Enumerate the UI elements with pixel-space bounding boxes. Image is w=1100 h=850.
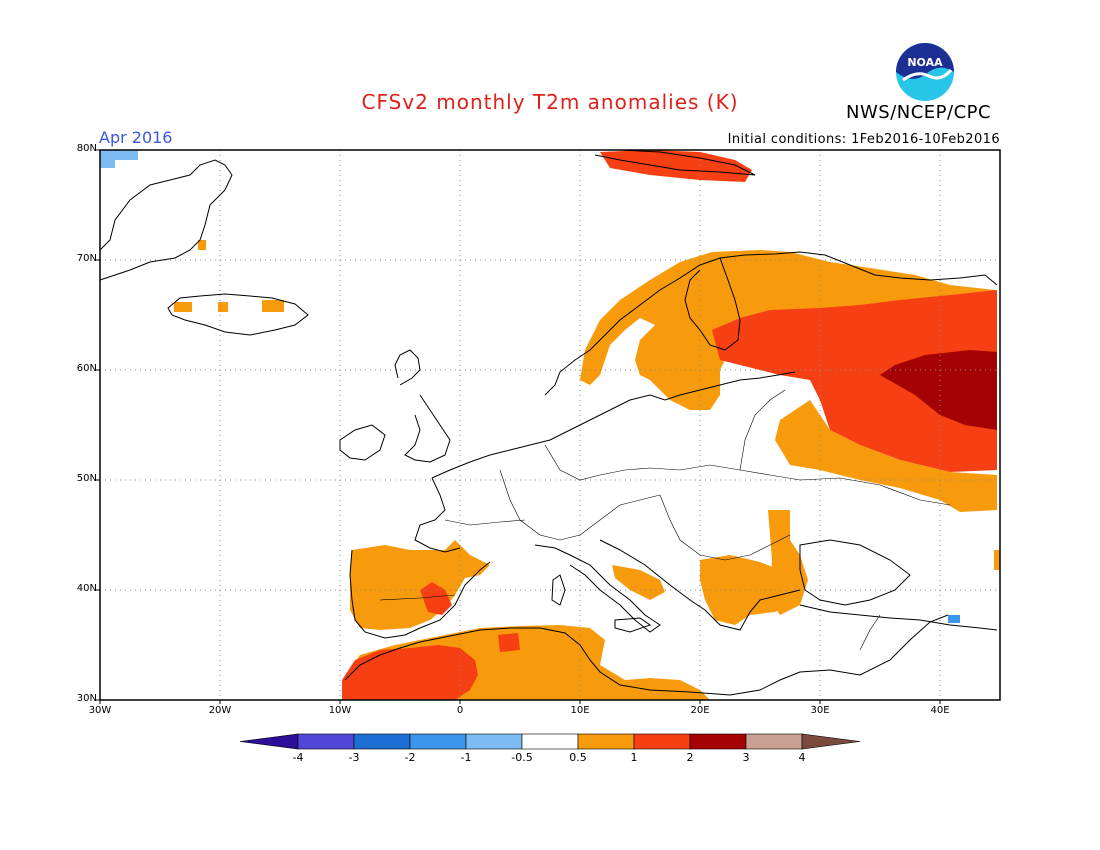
anomaly-levant: [948, 615, 960, 623]
coastline-black-sea: [799, 539, 911, 606]
border-line: [544, 444, 801, 481]
colorbar-label: -3: [348, 751, 360, 764]
coastlines: [99, 149, 998, 696]
coastline-italy: [534, 544, 661, 633]
longitude-label: 30W: [88, 705, 112, 716]
colorbar-swatch: [465, 733, 523, 750]
longitude-label: 0: [456, 705, 464, 716]
border-line: [799, 477, 951, 506]
initial-conditions-label: Initial conditions: 1Feb2016-10Feb2016: [727, 132, 1000, 147]
coastline-baltic: [609, 371, 796, 411]
colorbar-swatch: [633, 733, 691, 750]
axis-ticks: [96, 149, 941, 704]
coastline-sicily: [614, 617, 652, 633]
colorbar-label: 3: [742, 751, 750, 764]
border-line: [379, 594, 456, 601]
colorbar-label: -2: [404, 751, 416, 764]
anomaly-iberia: [350, 540, 490, 630]
colorbar-swatch: [521, 733, 579, 750]
coastline-iceland: [167, 293, 309, 336]
latitude-label: 40N: [76, 583, 97, 594]
coastline-greenland: [99, 159, 233, 281]
coastline-britain: [394, 349, 451, 463]
coastline-svalbard: [594, 149, 756, 176]
border-line: [499, 469, 661, 541]
map-title: CFSv2 monthly T2m anomalies (K): [361, 90, 739, 114]
longitude-label: 40E: [930, 705, 950, 716]
colorbar-swatch: [353, 733, 411, 750]
anomaly-fields: [100, 150, 1000, 700]
anomaly-east-spain: [420, 582, 452, 615]
longitude-label: 20W: [208, 705, 232, 716]
anomaly-iceland: [174, 302, 192, 312]
anomaly-tunisia: [498, 633, 520, 652]
anomaly-greenland-spot: [198, 240, 206, 250]
latitude-label: 50N: [76, 473, 97, 484]
map-frame: [99, 149, 1001, 701]
colorbar-swatch: [297, 733, 355, 750]
longitude-label: 20E: [690, 705, 710, 716]
colorbar-arrow-high: [801, 733, 861, 750]
noaa-logo-text: NOAA: [907, 56, 943, 69]
latitude-label: 80N: [76, 143, 97, 154]
anomaly-western-russia: [712, 290, 997, 472]
colorbar-swatch: [745, 733, 803, 750]
colorbar-label: -1: [460, 751, 472, 764]
noaa-logo: NOAA: [896, 43, 954, 101]
colorbar: [239, 733, 861, 750]
coastline-sardinia: [551, 574, 566, 606]
coastline-west-europe: [431, 409, 611, 479]
colorbar-label: -4: [292, 751, 304, 764]
colorbar-label: -0.5: [511, 751, 533, 764]
agency-label: NWS/NCEP/CPC: [846, 102, 992, 123]
border-line: [739, 389, 786, 471]
coastline-ireland: [339, 424, 386, 461]
colorbar-label: 2: [686, 751, 694, 764]
anomaly-scandinavia: [580, 250, 997, 410]
anomaly-greenland: [100, 150, 138, 168]
anomaly-svalbard: [600, 150, 752, 182]
latitude-label: 70N: [76, 253, 97, 264]
coastline-france: [414, 477, 461, 553]
colorbar-label: 1: [630, 751, 638, 764]
border-line: [659, 494, 791, 561]
border-line: [859, 614, 881, 651]
anomaly-italy-south: [612, 565, 665, 600]
coastline-iberia: [349, 549, 491, 639]
coastline-turkey: [799, 604, 998, 631]
colorbar-label: 0.5: [569, 751, 587, 764]
anomaly-russia-south: [775, 400, 997, 512]
latitude-label: 60N: [76, 363, 97, 374]
colorbar-arrow-low: [239, 733, 299, 750]
colorbar-swatch: [409, 733, 467, 750]
longitude-label: 10E: [570, 705, 590, 716]
colorbar-swatch: [689, 733, 747, 750]
coastline-north-africa: [344, 614, 949, 696]
country-borders: [379, 389, 951, 651]
longitude-label: 10W: [328, 705, 352, 716]
border-line: [444, 519, 526, 526]
coastline-balkans: [599, 539, 801, 631]
colorbar-swatch: [577, 733, 635, 750]
forecast-month-label: Apr 2016: [99, 128, 173, 147]
latitude-label: 30N: [76, 693, 97, 704]
anomaly-central-russia: [880, 350, 997, 430]
anomaly-turkey-east: [994, 550, 1000, 570]
colorbar-label: 4: [798, 751, 806, 764]
coastline-finland: [684, 257, 741, 351]
anomaly-iceland: [262, 300, 284, 312]
anomaly-iceland: [218, 302, 228, 312]
longitude-label: 30E: [810, 705, 830, 716]
anomaly-morocco: [342, 645, 478, 700]
